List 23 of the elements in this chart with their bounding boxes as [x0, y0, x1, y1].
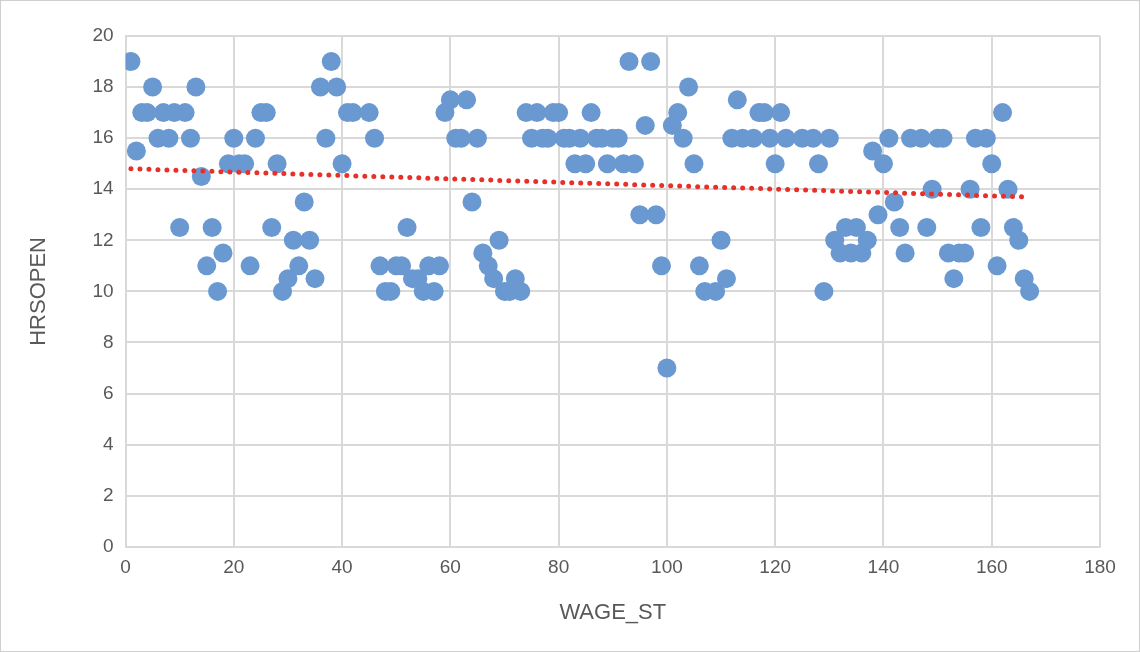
- y-tick-label: 18: [92, 75, 114, 97]
- y-tick-label: 2: [102, 483, 114, 505]
- y-tick-label: 12: [92, 228, 114, 250]
- x-tick-label: 160: [975, 556, 1008, 578]
- y-tick-label: 4: [102, 432, 114, 454]
- y-tick-label: 10: [92, 279, 114, 301]
- x-tick-label: 100: [651, 556, 683, 578]
- x-tick-label: 120: [759, 556, 792, 578]
- x-tick-label: 60: [439, 556, 461, 578]
- x-tick-label: 140: [867, 556, 900, 578]
- y-tick-label: 0: [102, 535, 114, 557]
- x-tick-label: 40: [331, 556, 353, 578]
- x-tick-label: 0: [120, 556, 131, 578]
- y-tick-label: 8: [102, 330, 114, 352]
- x-axis-title: WAGE_ST: [559, 598, 667, 624]
- y-tick-label: 6: [102, 381, 114, 403]
- y-tick-label: 20: [92, 24, 114, 46]
- y-axis-title: HRSOPEN: [25, 237, 51, 346]
- y-tick-label: 16: [92, 126, 114, 148]
- x-tick-label: 80: [548, 556, 570, 578]
- y-tick-label: 14: [92, 177, 114, 199]
- x-tick-label: 180: [1084, 556, 1116, 578]
- x-tick-label: 20: [223, 556, 245, 578]
